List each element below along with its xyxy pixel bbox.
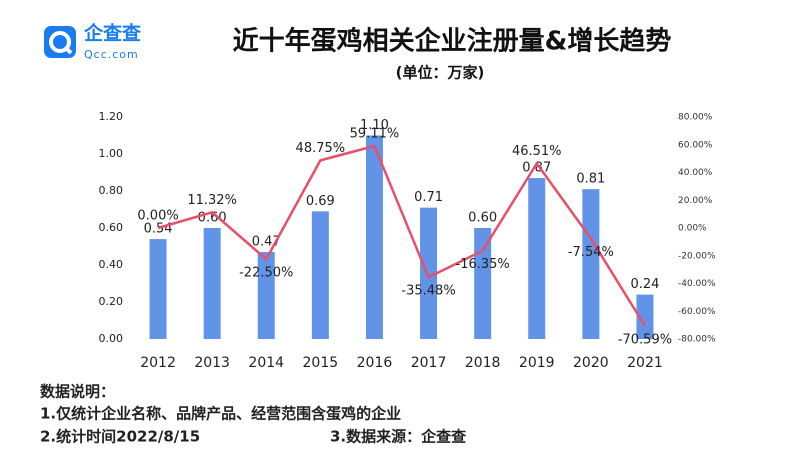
value-label: 48.75% (296, 141, 346, 156)
value-label: -22.50% (239, 266, 293, 281)
y-tick-label: 0.80 (99, 184, 124, 197)
note: 数据说明： (40, 383, 115, 401)
y2-tick-label: 80.00% (678, 113, 713, 123)
value-label: 0.60 (468, 211, 497, 226)
logo-mark (63, 45, 73, 55)
logo-icon (44, 26, 76, 58)
x-tick-label: 2021 (627, 355, 663, 371)
value-label: 0.71 (414, 190, 443, 205)
y-tick-label: 1.00 (99, 147, 124, 160)
y-tick-label: 0.20 (99, 295, 124, 308)
bar (365, 135, 383, 339)
x-tick-label: 2015 (303, 355, 339, 371)
value-label: 0.24 (630, 277, 659, 292)
bar (420, 207, 438, 339)
bar (636, 294, 654, 339)
x-tick-label: 2014 (248, 355, 284, 371)
y2-tick-label: -60.00% (678, 307, 716, 317)
y2-tick-label: -40.00% (678, 279, 716, 289)
y-tick-label: 1.20 (99, 110, 124, 123)
value-label: -16.35% (456, 257, 510, 272)
y2-tick-label: -80.00% (678, 335, 716, 345)
value-label: 0.81 (576, 172, 605, 187)
line (157, 144, 647, 327)
note: 3.数据来源：企查查 (330, 428, 467, 446)
x-tick-label: 2012 (140, 355, 176, 371)
x-tick-label: 2020 (573, 355, 609, 371)
note: 1.仅统计企业名称、品牌产品、经营范围含蛋鸡的企业 (40, 405, 401, 423)
y2-tick-label: 40.00% (678, 168, 713, 178)
value-label: -7.54% (568, 245, 614, 260)
bar (149, 239, 167, 339)
value-label: 11.32% (187, 193, 237, 208)
chart-subtitle: (单位：万家) (396, 64, 485, 82)
x-tick-label: 2017 (411, 355, 447, 371)
bar (582, 189, 600, 339)
note: 2.统计时间2022/8/15 (40, 428, 200, 446)
bar (257, 252, 275, 339)
y2-tick-label: 60.00% (678, 140, 713, 150)
y2-tick-label: -20.00% (678, 251, 716, 261)
bar (528, 178, 546, 339)
bar (311, 211, 329, 339)
value-label: 0.69 (306, 194, 335, 209)
y-tick-label: 0.60 (99, 221, 124, 234)
logo-mark (49, 31, 71, 53)
y2-tick-label: 20.00% (678, 196, 713, 206)
value-label: 1.10 (360, 118, 389, 133)
value-label: 46.51% (512, 144, 562, 159)
value-label: -35.48% (401, 284, 455, 299)
y-tick-label: 0.40 (99, 258, 124, 271)
y-tick-label: 0.00 (99, 332, 124, 345)
bar (474, 228, 492, 339)
logo-name: 企查查 (83, 22, 142, 45)
value-label: 59.11% (350, 126, 400, 141)
value-label: -70.59% (618, 332, 672, 347)
y2-tick-label: 0.00% (678, 224, 707, 234)
logo-url: Qcc.com (84, 48, 139, 61)
bar (203, 228, 221, 339)
value-label: 0.00% (137, 209, 178, 224)
chart-title: 近十年蛋鸡相关企业注册量&增长趋势 (233, 26, 672, 57)
x-tick-label: 2016 (357, 355, 393, 371)
x-tick-label: 2013 (194, 355, 230, 371)
x-tick-label: 2019 (519, 355, 555, 371)
x-tick-label: 2018 (465, 355, 501, 371)
